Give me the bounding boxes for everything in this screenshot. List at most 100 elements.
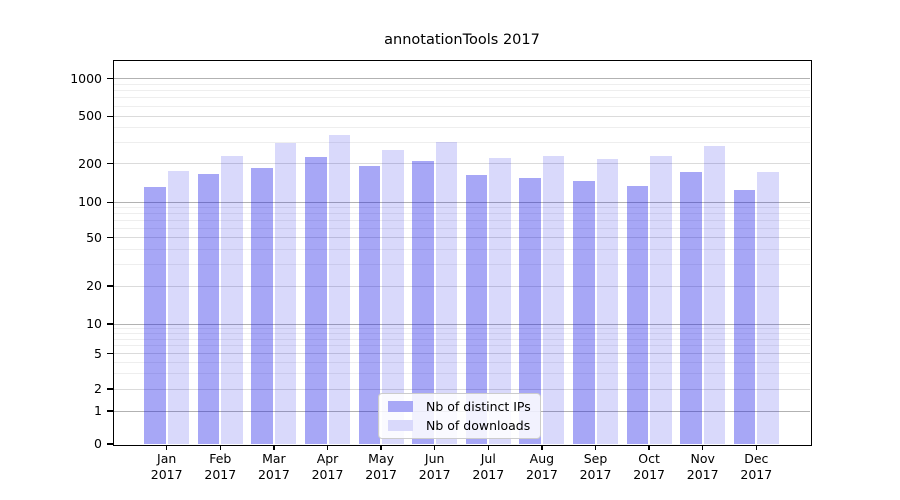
y-tick-500	[107, 115, 113, 117]
y-tick-1	[107, 410, 113, 412]
bar-downloads-feb	[221, 155, 243, 444]
x-tick-label-sep: Sep 2017	[568, 451, 624, 483]
x-label-month: Mar	[262, 451, 286, 466]
x-tick-jun	[434, 445, 436, 450]
gridline-minor-80	[114, 213, 810, 215]
bar-downloads-sep	[596, 159, 618, 444]
x-label-year: 2017	[418, 467, 451, 482]
x-label-year: 2017	[686, 467, 719, 482]
chart-title: annotationTools 2017	[384, 32, 540, 48]
legend-item: Nb of distinct IPs	[388, 399, 531, 414]
x-label-month: Jul	[480, 451, 496, 466]
bar-downloads-apr	[328, 134, 350, 444]
y-tick-label-5: 5	[94, 345, 102, 361]
gridline-5	[114, 353, 810, 354]
y-tick-label-50: 50	[86, 229, 102, 245]
x-tick-label-jan: Jan 2017	[139, 451, 195, 483]
gridline-minor-90	[114, 207, 810, 209]
gridline-2	[114, 388, 810, 390]
x-label-month: Aug	[529, 451, 555, 466]
gridline-minor-70	[114, 219, 810, 221]
gridline-minor-300	[114, 142, 810, 144]
x-tick-label-aug: Aug 2017	[514, 451, 570, 483]
x-tick-label-nov: Nov 2017	[675, 451, 731, 483]
legend-label-downloads: Nb of downloads	[426, 418, 531, 433]
gridline-major-10	[114, 323, 810, 325]
bar-downloads-oct	[650, 156, 672, 444]
gridline-minor-60	[114, 227, 810, 229]
y-tick-200	[107, 163, 113, 165]
y-tick-label-1: 1	[94, 403, 102, 418]
y-tick-0	[107, 443, 113, 445]
bar-distinct-ips-may	[358, 166, 381, 444]
bar-distinct-ips-oct	[626, 185, 649, 444]
bar-distinct-ips-apr	[305, 157, 327, 444]
legend-swatch-downloads	[388, 420, 413, 431]
bar-downloads-may	[382, 149, 404, 444]
y-tick-label-1000: 1000	[70, 70, 102, 86]
x-label-year: 2017	[472, 467, 505, 482]
y-tick-label-20: 20	[86, 278, 102, 293]
x-label-year: 2017	[579, 467, 612, 482]
bar-downloads-dec	[757, 171, 779, 444]
gridline-major-1000	[114, 78, 810, 79]
x-tick-label-may: May 2017	[353, 451, 409, 483]
gridline-minor-400	[114, 127, 810, 129]
gridline-minor-30	[114, 264, 810, 266]
gridline-major-100	[114, 201, 810, 203]
gridline-minor-4	[114, 361, 810, 363]
gridline-minor-700	[114, 97, 810, 99]
x-tick-feb	[219, 445, 221, 450]
gridline-200	[114, 163, 810, 165]
x-tick-label-jul: Jul 2017	[460, 451, 516, 483]
bar-distinct-ips-dec	[733, 190, 756, 444]
gridline-minor-800	[114, 90, 810, 92]
y-tick-label-200: 200	[78, 155, 102, 171]
x-tick-jul	[487, 445, 489, 450]
legend-label-distinct-ips: Nb of distinct IPs	[426, 399, 531, 414]
x-label-month: Apr	[316, 451, 339, 466]
x-tick-label-oct: Oct 2017	[621, 451, 677, 483]
x-label-month: Nov	[690, 451, 715, 466]
bar-distinct-ips-jan	[144, 187, 166, 444]
y-tick-20	[107, 285, 113, 287]
y-tick-label-0: 0	[94, 436, 102, 451]
gridline-minor-600	[114, 105, 810, 107]
x-label-year: 2017	[525, 467, 558, 482]
y-tick-5	[107, 352, 113, 355]
bar-distinct-ips-mar	[251, 168, 273, 444]
y-tick-100	[107, 201, 113, 204]
y-tick-label-100: 100	[78, 194, 102, 210]
y-tick-10	[107, 323, 113, 325]
gridline-50	[114, 237, 810, 238]
legend-item: Nb of downloads	[388, 418, 531, 433]
y-tick-label-500: 500	[78, 108, 102, 124]
x-label-year: 2017	[365, 467, 397, 482]
x-label-year: 2017	[311, 467, 344, 482]
bar-distinct-ips-jun	[412, 160, 434, 444]
bar-distinct-ips-jul	[465, 174, 488, 444]
bar-distinct-ips-sep	[573, 180, 595, 444]
x-tick-oct	[648, 445, 650, 450]
x-label-month: Oct	[638, 451, 660, 466]
x-label-month: Feb	[209, 451, 232, 466]
x-label-month: May	[368, 451, 395, 466]
bar-downloads-jan	[167, 170, 190, 444]
y-tick-2	[107, 388, 113, 390]
legend: Nb of distinct IPs Nb of downloads	[378, 393, 541, 439]
y-tick-50	[107, 236, 113, 239]
legend-swatch-distinct-ips	[388, 401, 413, 412]
x-label-month: Jun	[424, 451, 445, 466]
gridline-minor-900	[114, 83, 810, 85]
x-tick-may	[380, 445, 382, 450]
x-label-year: 2017	[257, 467, 290, 482]
x-label-year: 2017	[633, 467, 665, 482]
x-label-year: 2017	[150, 467, 183, 482]
x-label-month: Sep	[583, 451, 608, 466]
x-tick-label-jun: Jun 2017	[407, 451, 463, 483]
bar-downloads-mar	[274, 143, 297, 444]
x-label-year: 2017	[204, 467, 237, 482]
gridline-minor-7	[114, 338, 810, 340]
bar-distinct-ips-feb	[197, 174, 220, 444]
x-tick-label-mar: Mar 2017	[246, 451, 302, 483]
